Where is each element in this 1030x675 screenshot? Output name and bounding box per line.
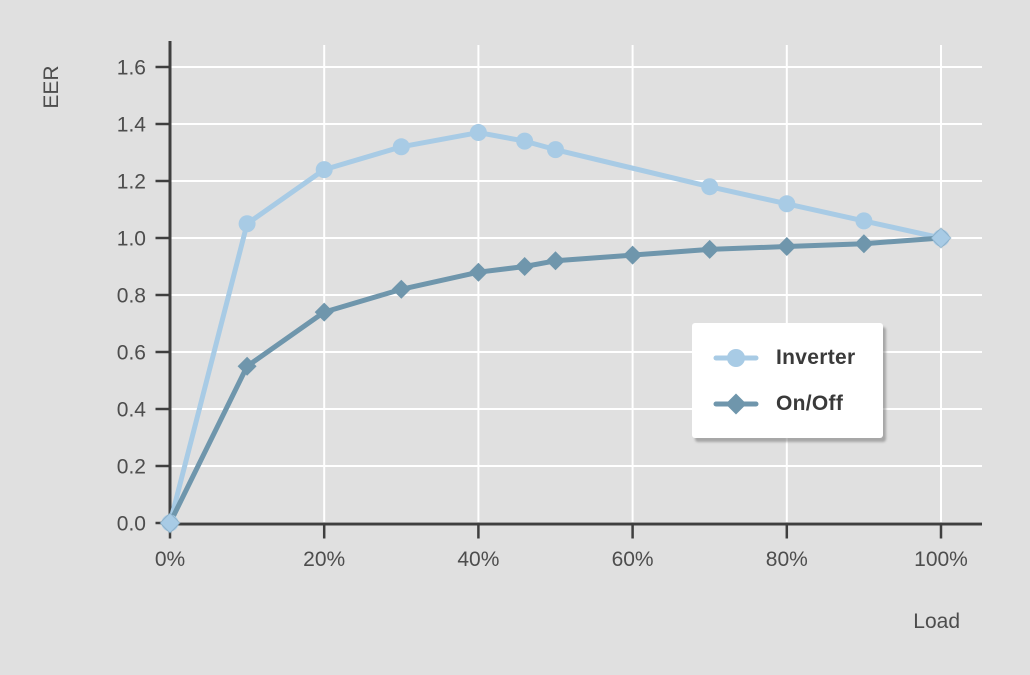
axis-ticks <box>155 65 943 539</box>
legend-label: On/Off <box>776 392 844 415</box>
x-tick-labels: 0% 20% 40% 60% 80% 100% <box>155 548 968 571</box>
legend: Inverter On/Off <box>692 323 883 438</box>
axis-lines <box>168 41 982 526</box>
onoff-legend-marker-icon <box>713 393 759 415</box>
endpoint-markers <box>159 227 952 534</box>
svg-text:1.4: 1.4 <box>117 114 147 137</box>
svg-text:0.8: 0.8 <box>117 285 146 308</box>
y-axis-title: EER <box>40 65 63 109</box>
svg-text:0%: 0% <box>155 548 185 571</box>
svg-text:0.4: 0.4 <box>117 399 147 422</box>
svg-text:1.0: 1.0 <box>117 228 146 251</box>
svg-text:1.6: 1.6 <box>117 57 146 80</box>
gridlines <box>170 45 982 524</box>
svg-text:80%: 80% <box>766 548 808 571</box>
legend-item-onoff: On/Off <box>713 381 883 427</box>
inverter-legend-marker-icon <box>713 349 759 367</box>
svg-text:0.6: 0.6 <box>117 342 146 365</box>
svg-text:0.0: 0.0 <box>117 513 146 536</box>
svg-text:40%: 40% <box>457 548 499 571</box>
legend-item-inverter: Inverter <box>713 335 883 381</box>
svg-text:100%: 100% <box>914 548 968 571</box>
svg-text:1.2: 1.2 <box>117 171 146 194</box>
svg-text:20%: 20% <box>303 548 345 571</box>
svg-text:0.2: 0.2 <box>117 456 146 479</box>
svg-text:60%: 60% <box>612 548 654 571</box>
y-tick-labels: 0.0 0.2 0.4 0.6 0.8 1.0 1.2 1.4 1.6 <box>117 57 147 536</box>
legend-label: Inverter <box>776 346 856 369</box>
x-axis-title: Load <box>913 610 960 633</box>
